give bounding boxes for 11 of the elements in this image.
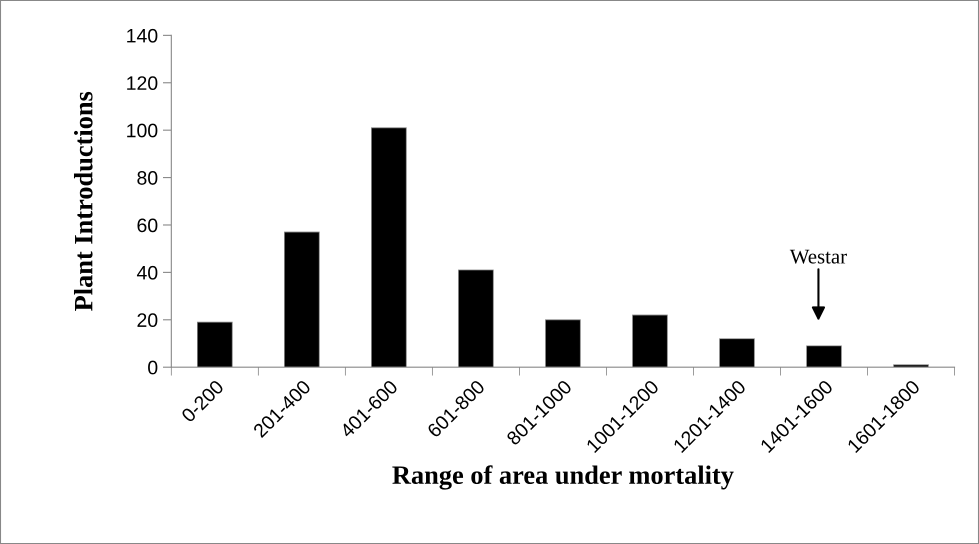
annotation: Westar bbox=[790, 250, 847, 264]
y-tick-label: 20 bbox=[137, 313, 158, 328]
x-axis-title: Range of area under mortality bbox=[392, 465, 734, 490]
y-tick-label: 0 bbox=[148, 360, 158, 374]
y-tick-label: 140 bbox=[127, 28, 158, 43]
y-tick-label: 120 bbox=[127, 76, 158, 90]
y-tick-label: 40 bbox=[136, 266, 158, 280]
y-tick-label: 80 bbox=[137, 171, 158, 185]
y-tick-label: 60 bbox=[137, 218, 158, 232]
y-axis-title: Plant Introductions bbox=[74, 92, 93, 311]
y-tick-label: 100 bbox=[127, 124, 158, 138]
